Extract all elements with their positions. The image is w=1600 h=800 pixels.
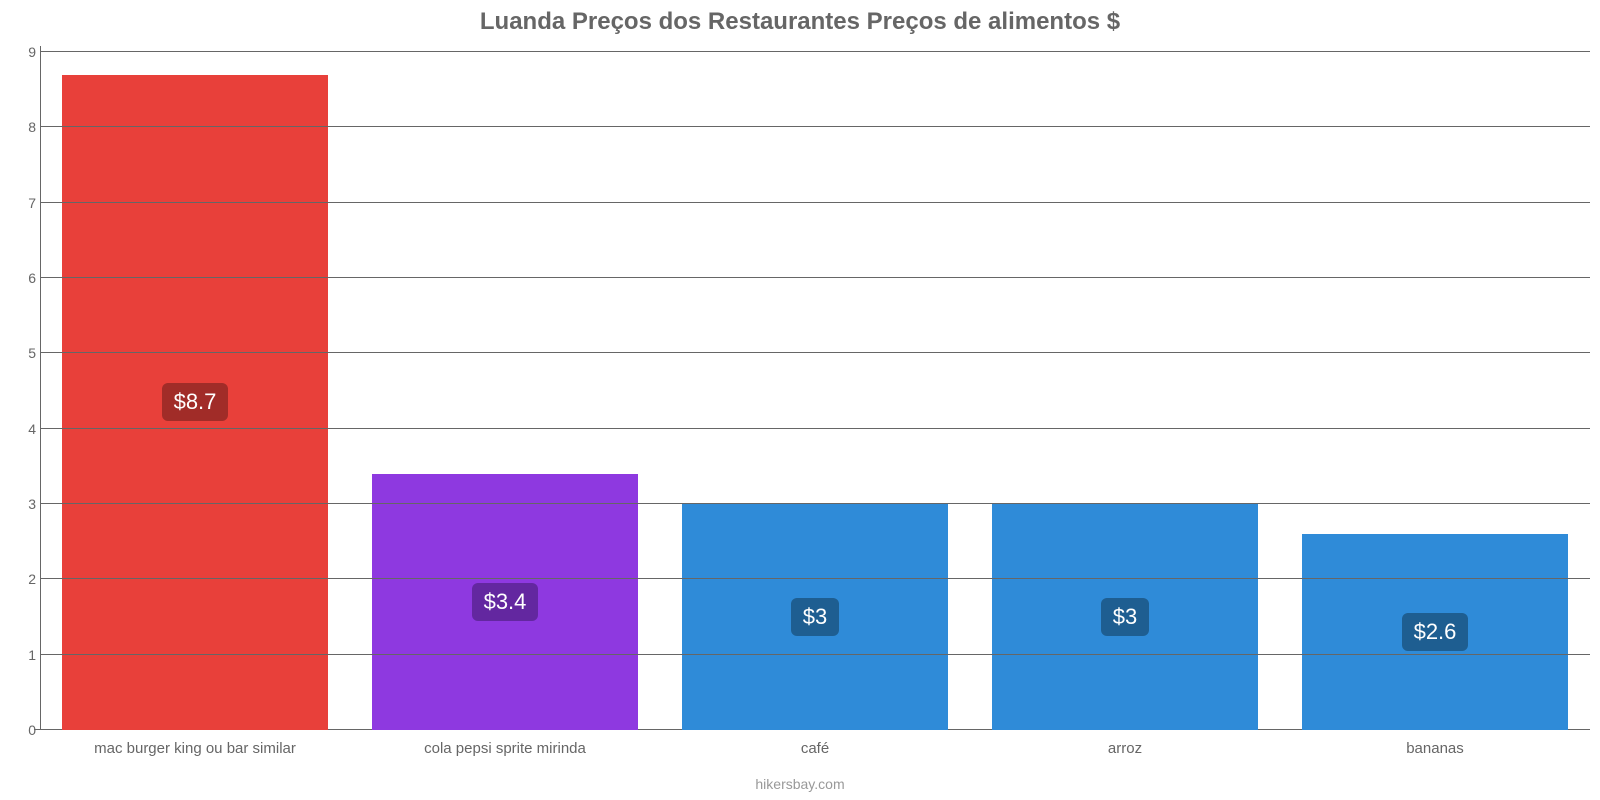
bar-value-label: $3 bbox=[791, 598, 839, 636]
price-bar-chart: Luanda Preços dos Restaurantes Preços de… bbox=[0, 0, 1600, 800]
y-tick-label: 6 bbox=[12, 270, 36, 286]
bar-slot: $8.7mac burger king ou bar similar bbox=[40, 52, 350, 730]
bar: $3.4 bbox=[372, 474, 639, 730]
bar-value-label: $3 bbox=[1101, 598, 1149, 636]
bar-value-label: $8.7 bbox=[162, 383, 229, 421]
grid-line bbox=[40, 428, 1590, 429]
bar: $2.6 bbox=[1302, 534, 1569, 730]
grid-line bbox=[40, 51, 1590, 52]
bar: $8.7 bbox=[62, 75, 329, 730]
y-tick-label: 2 bbox=[12, 571, 36, 587]
y-tick-label: 1 bbox=[12, 647, 36, 663]
grid-line bbox=[40, 202, 1590, 203]
attribution-text: hikersbay.com bbox=[0, 776, 1600, 792]
bar-slot: $3arroz bbox=[970, 52, 1280, 730]
y-tick-label: 5 bbox=[12, 345, 36, 361]
grid-line bbox=[40, 654, 1590, 655]
y-tick-label: 9 bbox=[12, 44, 36, 60]
grid-line bbox=[40, 578, 1590, 579]
bar: $3 bbox=[992, 504, 1259, 730]
category-label: mac burger king ou bar similar bbox=[40, 740, 350, 757]
category-label: bananas bbox=[1280, 740, 1590, 757]
bar-slot: $3.4cola pepsi sprite mirinda bbox=[350, 52, 660, 730]
y-tick-label: 7 bbox=[12, 195, 36, 211]
grid-line bbox=[40, 277, 1590, 278]
y-tick-label: 4 bbox=[12, 421, 36, 437]
grid-line bbox=[40, 503, 1590, 504]
y-tick-label: 8 bbox=[12, 119, 36, 135]
bar-value-label: $2.6 bbox=[1402, 613, 1469, 651]
grid-line bbox=[40, 126, 1590, 127]
bar-value-label: $3.4 bbox=[472, 583, 539, 621]
bar: $3 bbox=[682, 504, 949, 730]
category-label: café bbox=[660, 740, 970, 757]
y-tick-label: 0 bbox=[12, 722, 36, 738]
category-label: arroz bbox=[970, 740, 1280, 757]
category-label: cola pepsi sprite mirinda bbox=[350, 740, 660, 757]
chart-title: Luanda Preços dos Restaurantes Preços de… bbox=[0, 0, 1600, 36]
bar-slot: $3café bbox=[660, 52, 970, 730]
plot-area: 0123456789 $8.7mac burger king ou bar si… bbox=[40, 52, 1590, 730]
grid-line bbox=[40, 352, 1590, 353]
y-tick-label: 3 bbox=[12, 496, 36, 512]
bars-container: $8.7mac burger king ou bar similar$3.4co… bbox=[40, 52, 1590, 730]
bar-slot: $2.6bananas bbox=[1280, 52, 1590, 730]
